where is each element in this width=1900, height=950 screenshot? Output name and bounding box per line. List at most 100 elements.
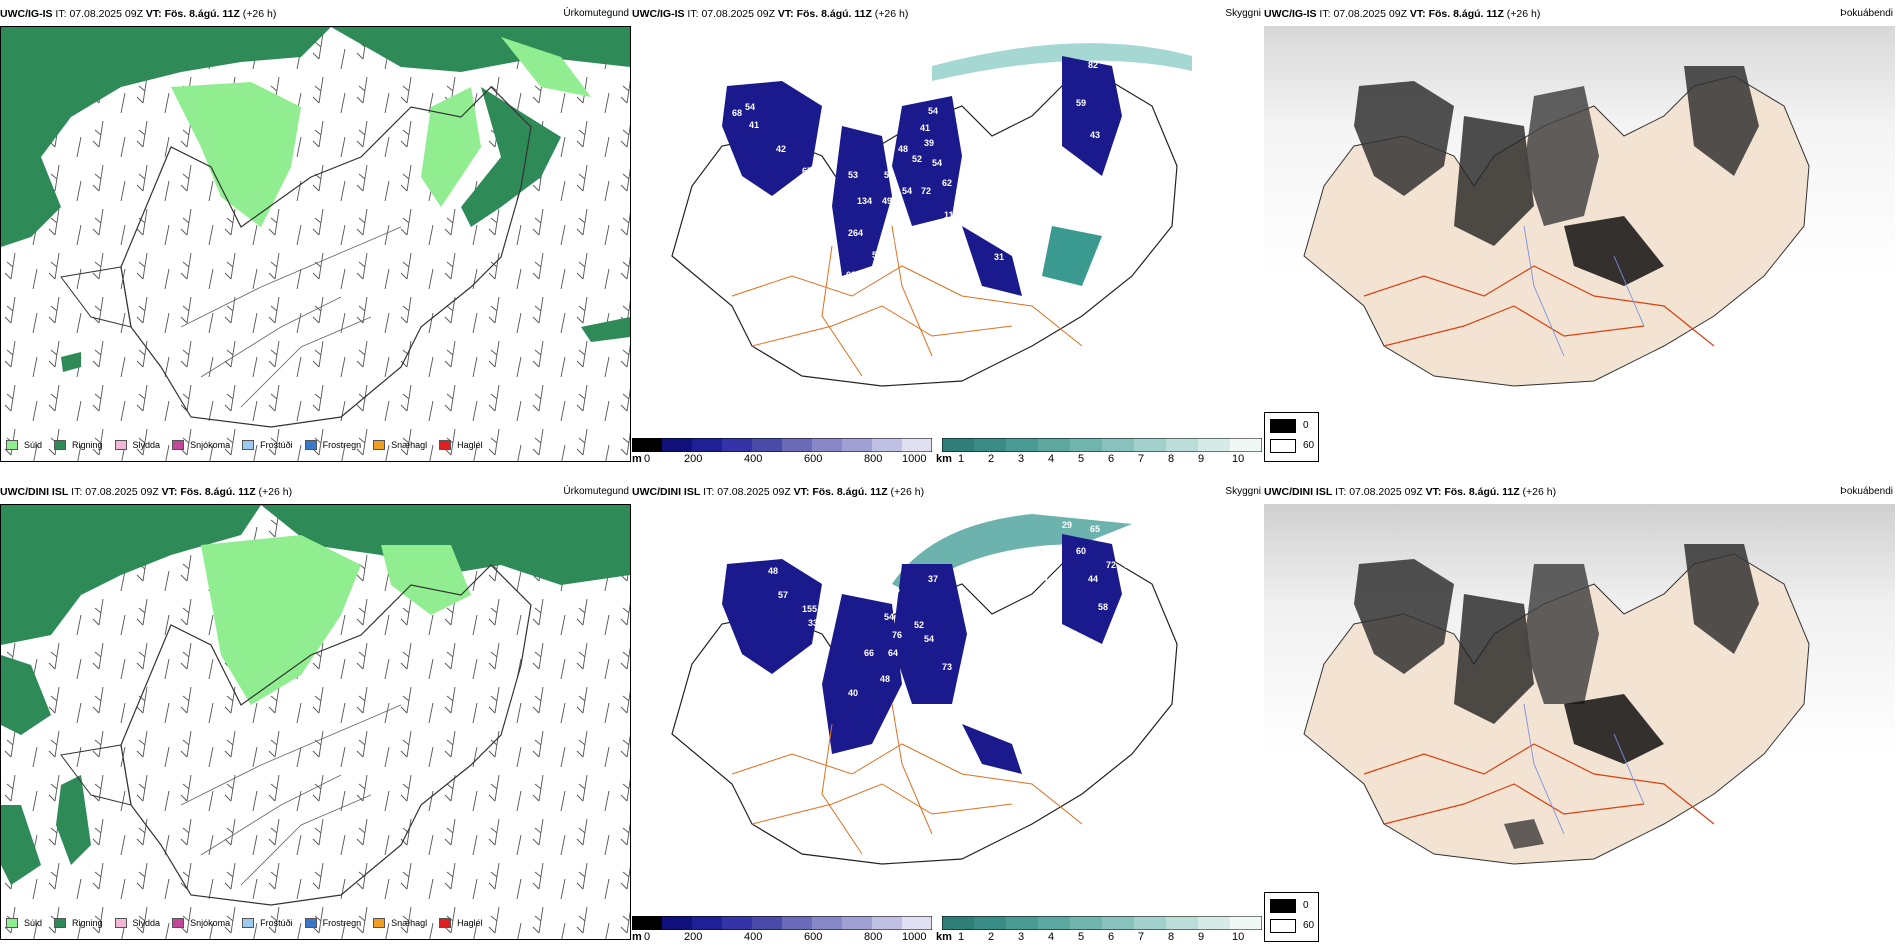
cbar-tick: 600: [804, 453, 823, 465]
visibility-value-label: 64: [888, 648, 899, 658]
visibility-value-label: 41: [920, 123, 931, 133]
cbar-tick: 400: [744, 931, 763, 943]
legend-item: Rigning: [54, 918, 103, 928]
it-label: IT:: [71, 486, 83, 498]
lead-time: (+26 h): [242, 8, 277, 20]
fog-legend-swatch: [1270, 899, 1296, 913]
panel-title: Úrkomutegund: [563, 486, 629, 497]
visibility-value-label: 40: [848, 688, 859, 698]
cbar-unit: km: [936, 931, 952, 943]
visibility-value-label: 40: [1140, 594, 1151, 604]
legend-swatch: [242, 440, 255, 450]
model-name: UWC/IG-IS: [0, 8, 53, 20]
visibility-value-label: 117: [944, 210, 959, 220]
legend-swatch: [373, 918, 386, 928]
visibility-value-label: 64: [1028, 216, 1039, 226]
visibility-value-label: 49: [882, 196, 893, 206]
panel-header: UWC/DINI ISL IT: 07.08.2025 09Z VT: Fös.…: [632, 486, 1263, 500]
visibility-value-label: 53: [848, 170, 859, 180]
visibility-value-label: 88: [696, 136, 707, 146]
visibility-value-label: 58: [772, 542, 783, 552]
cbar-unit: m: [632, 931, 642, 943]
visibility-value-label: 82: [1002, 696, 1013, 706]
visibility-value-label: 67: [862, 270, 873, 280]
cbar-tick: 2: [988, 931, 995, 943]
visibility-value-label: 42: [1046, 120, 1057, 130]
visibility-value-label: 57: [958, 192, 969, 202]
visibility-value-label: 65: [800, 180, 811, 190]
visibility-value-label: 68: [732, 108, 743, 118]
visibility-value-label: 29: [1062, 520, 1073, 530]
visibility-value-label: 17: [1092, 700, 1103, 710]
it-label: IT:: [703, 486, 715, 498]
legend-swatch: [172, 440, 185, 450]
cbar-tick: 400: [744, 453, 763, 465]
cbar-tick: 2: [988, 453, 995, 465]
legend-item: Súld: [6, 440, 42, 450]
visibility-value-label: 72: [932, 234, 943, 244]
cbar-tick: 800: [864, 453, 883, 465]
precip-type-map: [0, 504, 631, 940]
panel-header: UWC/IG-IS IT: 07.08.2025 09Z VT: Fös. 8.…: [0, 8, 631, 22]
it-label: IT:: [687, 8, 699, 20]
legend-item: Haglél: [439, 440, 483, 450]
visibility-value-label: 59: [872, 250, 883, 260]
model-name: UWC/DINI ISL: [0, 486, 69, 498]
panel-header: UWC/IG-IS IT: 07.08.2025 09Z VT: Fös. 8.…: [1264, 8, 1895, 22]
visibility-map: [632, 504, 1263, 940]
cbar-tick: 3: [1018, 931, 1025, 943]
cbar-tick: 1000: [902, 453, 927, 465]
it-label: IT:: [1319, 8, 1331, 20]
visibility-value-label: 41: [749, 120, 760, 130]
visibility-value-label: 52: [912, 154, 923, 164]
visibility-value-label: 47: [890, 588, 901, 598]
vt-value: Fös. 8.ágú. 11Z: [1444, 486, 1520, 498]
panel-title: Skyggni: [1225, 8, 1261, 19]
cbar-tick: 800: [864, 931, 883, 943]
visibility-panel-row1: UWC/IG-IS IT: 07.08.2025 09Z VT: Fös. 8.…: [632, 0, 1265, 472]
visibility-value-label: 134: [857, 196, 873, 206]
cbar-tick: 8: [1168, 931, 1175, 943]
legend-swatch: [242, 918, 255, 928]
visibility-value-label: 72: [1106, 560, 1117, 570]
fog-index-map: [1264, 26, 1895, 462]
legend-swatch: [114, 440, 127, 450]
visibility-value-label: 48: [898, 144, 909, 154]
panel-title: Skyggni: [1225, 486, 1261, 497]
panel-title: Þokuábendi: [1840, 8, 1893, 19]
lead-time: (+26 h): [1506, 8, 1541, 20]
visibility-value-label: 100: [1044, 588, 1060, 598]
panel-header: UWC/DINI ISL IT: 07.08.2025 09Z VT: Fös.…: [1264, 486, 1895, 500]
visibility-value-label: 46: [990, 676, 1001, 686]
legend-swatch: [304, 440, 317, 450]
legend-swatch: [373, 440, 386, 450]
cbar-tick: 10: [1232, 453, 1245, 465]
legend-label: Frostregn: [322, 440, 362, 450]
visibility-m-colorbar: m 0 200 400 600 800 1000: [632, 916, 932, 946]
model-name: UWC/DINI ISL: [632, 486, 701, 498]
visibility-value-label: 54: [928, 106, 939, 116]
visibility-value-label: 31: [994, 252, 1005, 262]
visibility-value-label: 42: [776, 144, 787, 154]
legend-label: Slydda: [132, 918, 161, 928]
vt-label: VT:: [793, 486, 810, 498]
visibility-value-label: 58: [1098, 602, 1109, 612]
fog-index-panel-row1: UWC/IG-IS IT: 07.08.2025 09Z VT: Fös. 8.…: [1264, 0, 1897, 472]
visibility-value-label: 316: [976, 506, 992, 516]
legend-label: Frostúði: [260, 440, 293, 450]
visibility-value-label: 54: [924, 634, 935, 644]
legend-item: Súld: [6, 918, 42, 928]
visibility-value-label: 62: [998, 572, 1009, 582]
visibility-km-colorbar: km 1 2 3 4 5 6 7 8 9 10: [936, 916, 1262, 946]
cbar-tick: 600: [804, 931, 823, 943]
visibility-value-label: 62: [846, 270, 857, 280]
visibility-value-label: 236: [1132, 194, 1148, 204]
cbar-tick: 7: [1138, 931, 1145, 943]
lead-time: (+26 h): [874, 8, 909, 20]
visibility-value-label: 66: [1016, 686, 1027, 696]
visibility-value-label: 43: [788, 544, 799, 554]
visibility-value-label: 62: [942, 178, 953, 188]
visibility-value-label: 72: [921, 186, 932, 196]
legend-label: Frostúði: [260, 918, 293, 928]
fog-legend-label: 0: [1303, 420, 1309, 431]
